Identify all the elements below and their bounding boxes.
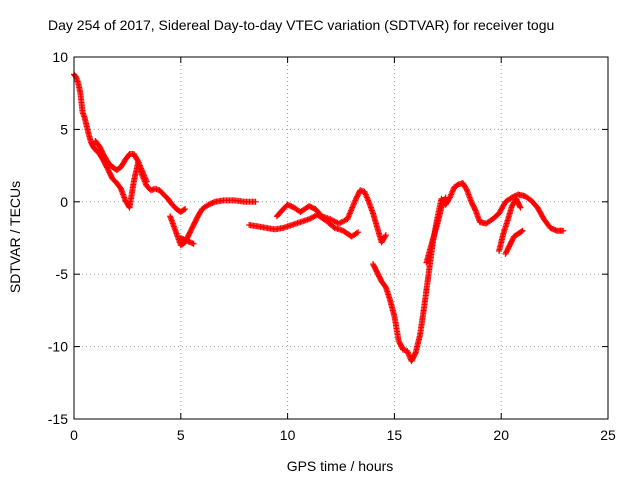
x-tick-label: 0 bbox=[70, 427, 78, 443]
data-point bbox=[355, 229, 362, 236]
x-axis-label: GPS time / hours bbox=[287, 458, 394, 474]
data-point bbox=[134, 157, 141, 164]
series-segment-5 bbox=[246, 211, 362, 240]
series-segment-8 bbox=[423, 194, 449, 266]
series-segment-10 bbox=[502, 227, 526, 257]
y-tick-label: 10 bbox=[52, 49, 68, 65]
data-point bbox=[463, 186, 470, 193]
data-point bbox=[190, 240, 197, 247]
data-point bbox=[117, 184, 124, 191]
y-axis-label: SDTVAR / TECUs bbox=[7, 181, 23, 293]
data-point bbox=[182, 206, 189, 213]
series-segment-6 bbox=[273, 187, 389, 246]
x-tick-label: 20 bbox=[493, 427, 509, 443]
data-point bbox=[382, 232, 389, 239]
grid bbox=[74, 57, 608, 419]
series-segment-9 bbox=[496, 195, 524, 255]
data-point bbox=[442, 194, 449, 201]
x-tick-label: 15 bbox=[387, 427, 403, 443]
x-tick-label: 25 bbox=[600, 427, 616, 443]
data-point bbox=[519, 227, 526, 234]
plot-frame bbox=[73, 56, 609, 420]
y-tick-label: -10 bbox=[48, 339, 68, 355]
series-segment-7 bbox=[370, 179, 567, 365]
series-segment-2 bbox=[92, 137, 150, 185]
y-tick-label: -15 bbox=[48, 411, 68, 427]
axis-ticks: 0 5 10 15 20 25 10 5 0 -5 -10 -15 bbox=[48, 49, 616, 443]
data-point bbox=[143, 178, 150, 185]
data-point bbox=[353, 230, 360, 237]
data-point bbox=[181, 206, 188, 213]
x-tick-label: 5 bbox=[177, 427, 185, 443]
series-segment-1 bbox=[71, 71, 189, 215]
data-point bbox=[252, 198, 259, 205]
data-point bbox=[518, 228, 525, 235]
series-segment-3 bbox=[167, 197, 259, 249]
y-tick-label: 5 bbox=[60, 121, 68, 137]
data-point bbox=[382, 233, 389, 240]
x-tick-label: 10 bbox=[280, 427, 296, 443]
data-point bbox=[382, 283, 389, 290]
data-point bbox=[471, 206, 478, 213]
data-point bbox=[560, 227, 567, 234]
data-point bbox=[516, 203, 523, 210]
chart-title: Day 254 of 2017, Sidereal Day-to-day VTE… bbox=[48, 17, 554, 33]
data-point bbox=[412, 350, 419, 357]
series-segment-4 bbox=[177, 235, 197, 247]
data-points bbox=[71, 71, 567, 365]
data-point bbox=[517, 204, 524, 211]
y-tick-label: 0 bbox=[60, 194, 68, 210]
y-tick-label: -5 bbox=[56, 266, 69, 282]
